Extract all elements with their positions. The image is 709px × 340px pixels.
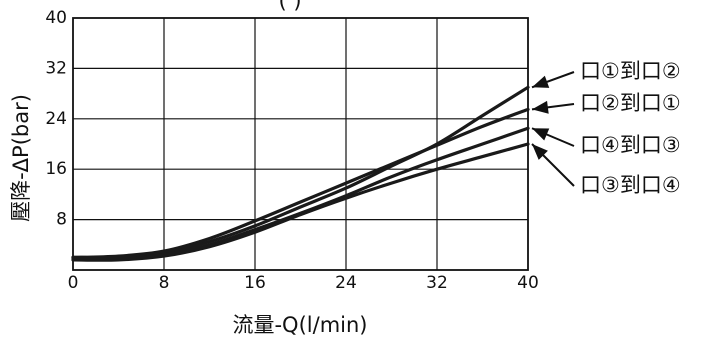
x-tick-label-0: 0 [68,273,79,293]
x-tick-label-2: 16 [244,273,266,293]
legend-label-1: 口①到口② [580,59,681,83]
x-tick-label-3: 24 [335,273,357,293]
y-tick-label-2: 24 [45,109,67,129]
y-tick-label-4: 40 [45,8,67,28]
series-lines [71,85,530,262]
y-tick-label-1: 16 [45,159,67,179]
series-line-4 [71,142,530,262]
x-tick-label-5: 40 [517,273,539,293]
tick-labels: 0 8 16 24 32 40 8 16 24 32 40 [45,8,538,293]
y-tick-label-0: 8 [56,210,67,230]
legend-arrowhead-1 [532,75,550,88]
legend-label-3: 口④到口③ [580,133,681,157]
plot-frame [72,17,529,271]
chart-title-partial: ( ) [278,0,301,13]
x-tick-label-1: 8 [159,273,170,293]
legend-arrowhead-4 [532,144,548,160]
x-tick-label-4: 32 [426,273,448,293]
legend-label-2: 口②到口① [580,91,681,115]
series-line-3 [71,126,530,261]
legend-label-4: 口③到口④ [580,173,681,197]
legend: 口①到口② 口②到口① 口④到口③ 口③到口④ [531,59,681,197]
legend-arrowhead-2 [532,100,549,114]
y-tick-label-3: 32 [45,58,67,78]
legend-arrowhead-3 [532,128,550,141]
x-axis-title: 流量-Q(l/min) [232,313,367,337]
series-line-2 [71,107,530,259]
grid [73,18,528,270]
series-line-1 [71,85,530,260]
y-axis-title: 壓降-ΔP(bar) [9,94,33,222]
